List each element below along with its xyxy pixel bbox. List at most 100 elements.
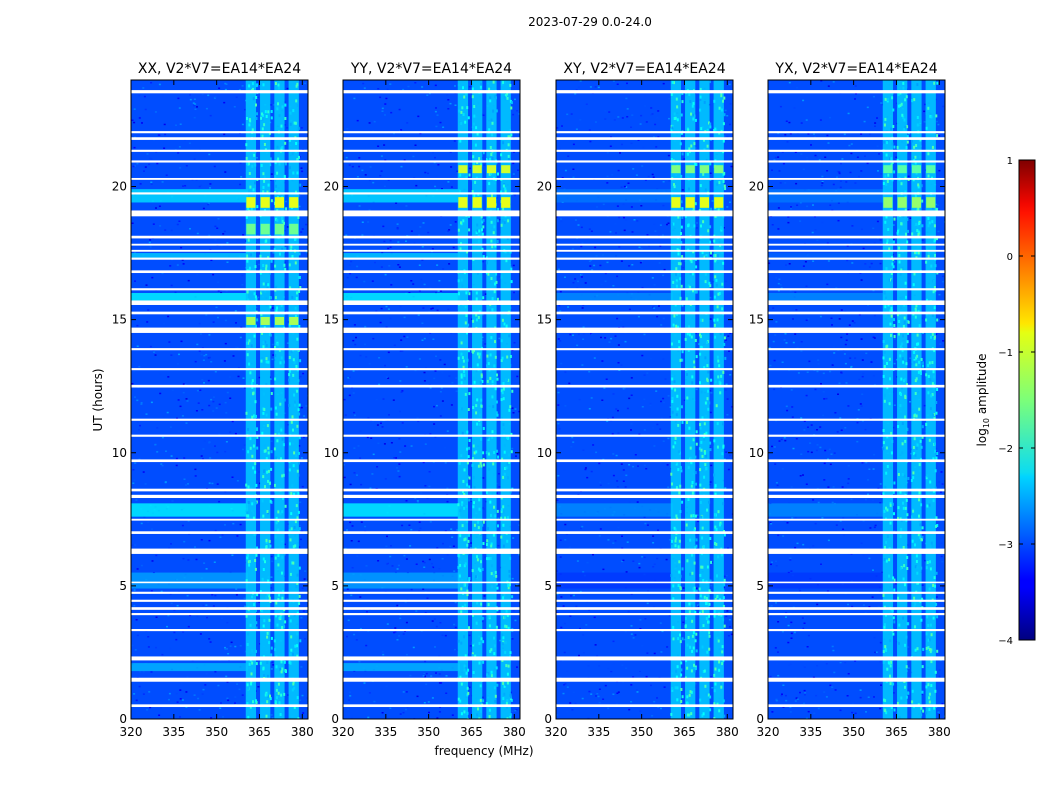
rfi-speckle [716, 355, 719, 359]
rfi-burst [289, 316, 299, 325]
rfi-speckle [296, 424, 299, 428]
speckle [133, 604, 136, 607]
speckle [223, 360, 226, 362]
enhanced-band [556, 253, 674, 259]
panel-frame [342, 79, 521, 720]
rfi-speckle [479, 274, 482, 278]
speckle [452, 246, 455, 249]
rfi-speckle [277, 86, 280, 90]
rfi-burst [685, 197, 695, 208]
speckle [355, 639, 358, 641]
rfi-speckle [270, 110, 273, 113]
rfi-speckle [715, 129, 718, 133]
speckle [646, 524, 649, 526]
rfi-speckle [254, 295, 257, 299]
rfi-speckle [265, 545, 268, 549]
speckle [350, 717, 353, 719]
rfi-speckle [503, 692, 506, 696]
flagged-row [343, 149, 520, 152]
rfi-speckle [675, 313, 678, 316]
rfi-speckle [475, 126, 478, 130]
rfi-speckle [246, 643, 249, 646]
speckle [392, 399, 395, 401]
speckle [647, 175, 650, 178]
rfi-speckle [500, 535, 503, 539]
rfi-speckle [477, 316, 480, 319]
rfi-speckle [500, 190, 503, 194]
speckle [581, 242, 584, 244]
flagged-row [131, 677, 308, 682]
x-tick-label: 380 [291, 725, 314, 739]
rfi-speckle [691, 286, 694, 290]
speckle [446, 500, 449, 503]
rfi-speckle [462, 113, 465, 116]
speckle [924, 559, 927, 562]
speckle [656, 697, 658, 699]
rfi-speckle [703, 450, 706, 454]
speckle [436, 309, 439, 312]
rfi-speckle [473, 105, 476, 108]
speckle [385, 685, 388, 687]
speckle [353, 324, 356, 326]
rfi-speckle [291, 415, 294, 419]
speckle [729, 454, 731, 457]
speckle [353, 447, 356, 449]
rfi-speckle [686, 152, 689, 156]
rfi-speckle [676, 118, 679, 122]
speckle [446, 94, 449, 96]
speckle [727, 547, 729, 550]
speckle [432, 566, 435, 569]
speckle [709, 389, 712, 392]
speckle [356, 555, 359, 557]
speckle [299, 524, 301, 527]
speckle [134, 462, 137, 464]
rfi-speckle [688, 147, 691, 151]
speckle [628, 464, 631, 466]
rfi-speckle [705, 431, 708, 435]
rfi-speckle [281, 555, 284, 559]
speckle [511, 349, 514, 351]
rfi-speckle [490, 513, 492, 517]
rfi-speckle [275, 521, 278, 525]
rfi-speckle [482, 218, 485, 222]
rfi-speckle [502, 423, 505, 427]
rfi-speckle [486, 364, 489, 368]
speckle [441, 400, 444, 402]
rfi-speckle [690, 690, 693, 694]
speckle [138, 94, 141, 97]
speckle [151, 528, 153, 530]
speckle [610, 670, 613, 673]
rfi-speckle [299, 286, 302, 289]
flagged-row [343, 459, 520, 463]
flagged-row [131, 518, 308, 521]
flagged-row [556, 249, 733, 252]
rfi-speckle [703, 366, 706, 370]
speckle [384, 478, 387, 480]
speckle [146, 661, 149, 664]
speckle [371, 473, 374, 475]
speckle [142, 693, 145, 695]
rfi-speckle [465, 92, 468, 96]
speckle [585, 103, 588, 105]
rfi-speckle [457, 639, 460, 643]
speckle [150, 401, 153, 404]
rfi-speckle [276, 306, 278, 310]
speckle [496, 190, 499, 192]
rfi-speckle [679, 574, 682, 578]
speckle [661, 234, 664, 236]
speckle [652, 176, 655, 178]
rfi-speckle [709, 225, 712, 229]
speckle [396, 228, 399, 230]
speckle [729, 201, 731, 203]
figure-suptitle: 2023-07-29 0.0-24.0 [528, 15, 652, 29]
rfi-speckle [478, 229, 481, 233]
speckle [391, 565, 394, 567]
speckle [305, 580, 308, 582]
rfi-speckle [677, 450, 680, 454]
speckle [481, 696, 484, 699]
rfi-speckle [248, 172, 251, 175]
rfi-speckle [670, 92, 673, 96]
rfi-speckle [476, 363, 479, 367]
rfi-speckle [479, 413, 482, 417]
speckle [428, 485, 431, 488]
